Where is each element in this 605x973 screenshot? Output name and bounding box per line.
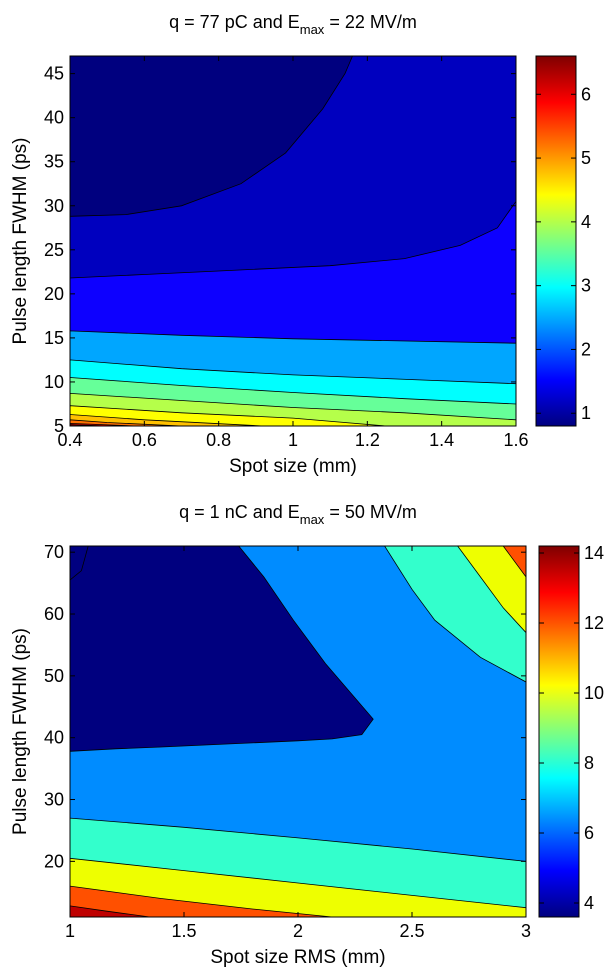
x-tick-label: 0.4 (57, 430, 82, 450)
contour-region-2 (70, 546, 89, 581)
colorbar-tick-label: 4 (584, 893, 594, 913)
y-tick-label: 45 (44, 64, 64, 84)
y-tick-label: 60 (44, 604, 64, 624)
colorbar-tick-label: 3 (581, 276, 591, 296)
chart-bottom: 1 1.5 2 2.5 3 20 30 40 50 60 70 q = 1 nC and Emax =… (10, 502, 604, 968)
x-tick-label: 1.6 (503, 430, 528, 450)
colorbar (538, 545, 580, 918)
contour-region-1 (70, 546, 374, 752)
x-tick-label: 0.6 (132, 430, 157, 450)
contour-region-4 (457, 546, 526, 634)
x-tick-label: 0.8 (206, 430, 231, 450)
y-axis-label: Pulse length FWHM (ps) (10, 628, 31, 835)
chart-title-main: q = 1 nC and E (179, 502, 300, 522)
x-tick-label: 1.5 (171, 921, 196, 941)
y-tick-label: 50 (44, 666, 64, 686)
chart-title-rest: = 50 MV/m (324, 502, 417, 522)
colorbar-tick-label: 4 (581, 212, 591, 232)
contour-regions (70, 56, 516, 426)
y-tick-label: 25 (44, 240, 64, 260)
y-tick-label: 5 (54, 416, 64, 436)
y-tick-label: 30 (44, 790, 64, 810)
colorbar-tick-label: 1 (581, 403, 591, 423)
contour-region-9 (70, 905, 150, 917)
y-tick-label: 70 (44, 542, 64, 562)
y-tick-label: 20 (44, 851, 64, 871)
colorbar-tick-label: 8 (584, 753, 594, 773)
y-tick-label: 10 (44, 372, 64, 392)
x-tick-label: 1 (65, 921, 75, 941)
colorbar-tick-label: 6 (581, 84, 591, 104)
chart-title-subscript: max (300, 22, 325, 37)
y-tick-label: 15 (44, 328, 64, 348)
colorbar-tick-label: 5 (581, 148, 591, 168)
colorbar-tick-label: 12 (584, 613, 604, 633)
y-tick-label: 40 (44, 108, 64, 128)
contour-region-5 (502, 546, 526, 578)
chart-title-subscript: max (300, 512, 325, 527)
y-tick-label: 20 (44, 284, 64, 304)
colorbar-tick-label: 6 (584, 823, 594, 843)
x-tick-label: 2 (293, 921, 303, 941)
y-tick-label: 40 (44, 728, 64, 748)
chart-title: q = 77 pC and Emax = 22 MV/m (169, 12, 417, 37)
x-axis-label: Spot size (mm) (229, 456, 357, 477)
colorbar-tick-label: 2 (581, 339, 591, 359)
colorbar (535, 55, 577, 427)
y-tick-label: 30 (44, 196, 64, 216)
contour-region-11 (70, 56, 353, 217)
x-tick-label: 1.4 (429, 430, 454, 450)
contour-region-8 (70, 885, 333, 917)
chart-title-main: q = 77 pC and E (169, 12, 300, 32)
contour-regions (70, 546, 526, 917)
x-tick-label: 1.2 (355, 430, 380, 450)
x-axis-label: Spot size RMS (mm) (210, 947, 385, 968)
x-tick-label: 2.5 (399, 921, 424, 941)
colorbar-tick-label: 14 (584, 543, 604, 563)
y-axis-label: Pulse length FWHM (ps) (10, 138, 31, 345)
chart-title-rest: = 22 MV/m (324, 12, 417, 32)
y-tick-label: 35 (44, 152, 64, 172)
chart-title: q = 1 nC and Emax = 50 MV/m (179, 502, 417, 527)
x-tick-label: 3 (521, 921, 531, 941)
colorbar-tick-label: 10 (584, 683, 604, 703)
x-tick-label: 1 (288, 430, 298, 450)
